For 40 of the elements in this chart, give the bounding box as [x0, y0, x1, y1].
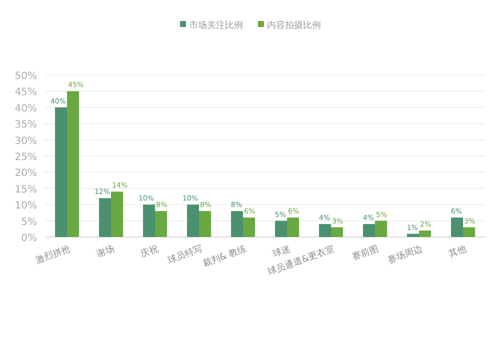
- y-tick-label: 35%: [14, 120, 37, 131]
- x-tick-label: 赛场周边: [386, 243, 424, 266]
- bar: [55, 107, 67, 237]
- y-tick-label: 30%: [14, 136, 37, 147]
- x-tick-label: 其他: [447, 243, 468, 260]
- bar: [463, 227, 475, 237]
- bar: [111, 192, 123, 237]
- bar: [363, 224, 375, 237]
- bar: [199, 211, 211, 237]
- bar: [67, 91, 79, 237]
- y-tick-label: 20%: [14, 168, 37, 180]
- x-tick-label: 庆祝: [139, 243, 160, 260]
- bar: [155, 211, 167, 237]
- y-tick-label: 50%: [14, 71, 37, 82]
- bar: [143, 204, 155, 237]
- y-tick-label: 45%: [14, 87, 37, 98]
- x-tick-label: 赛前图: [350, 243, 380, 264]
- bar: [275, 220, 287, 237]
- y-tick-label: 40%: [14, 103, 37, 114]
- bar: [187, 204, 199, 237]
- bar: [451, 218, 463, 237]
- bar: [319, 224, 331, 237]
- bar: [407, 234, 419, 237]
- legend-label: 市场关注比例: [189, 20, 243, 31]
- x-tick-label: 谢场: [95, 243, 116, 260]
- y-tick-label: 25%: [14, 152, 37, 163]
- y-tick-label: 5%: [21, 216, 37, 228]
- y-tick-label: 0%: [21, 233, 37, 244]
- bar: [375, 220, 387, 237]
- y-tick-label: 10%: [14, 200, 37, 212]
- bar: [231, 211, 243, 237]
- bar: [243, 218, 255, 237]
- y-tick-label: 15%: [14, 184, 37, 196]
- bar: [419, 230, 431, 237]
- x-tick-label: 球迷: [271, 243, 292, 260]
- legend-label: 内容拍摄比例: [267, 20, 321, 31]
- bar: [287, 218, 299, 237]
- bar: [331, 227, 343, 237]
- x-tick-label: 激烈拼抢: [34, 243, 72, 266]
- bar: [99, 198, 111, 237]
